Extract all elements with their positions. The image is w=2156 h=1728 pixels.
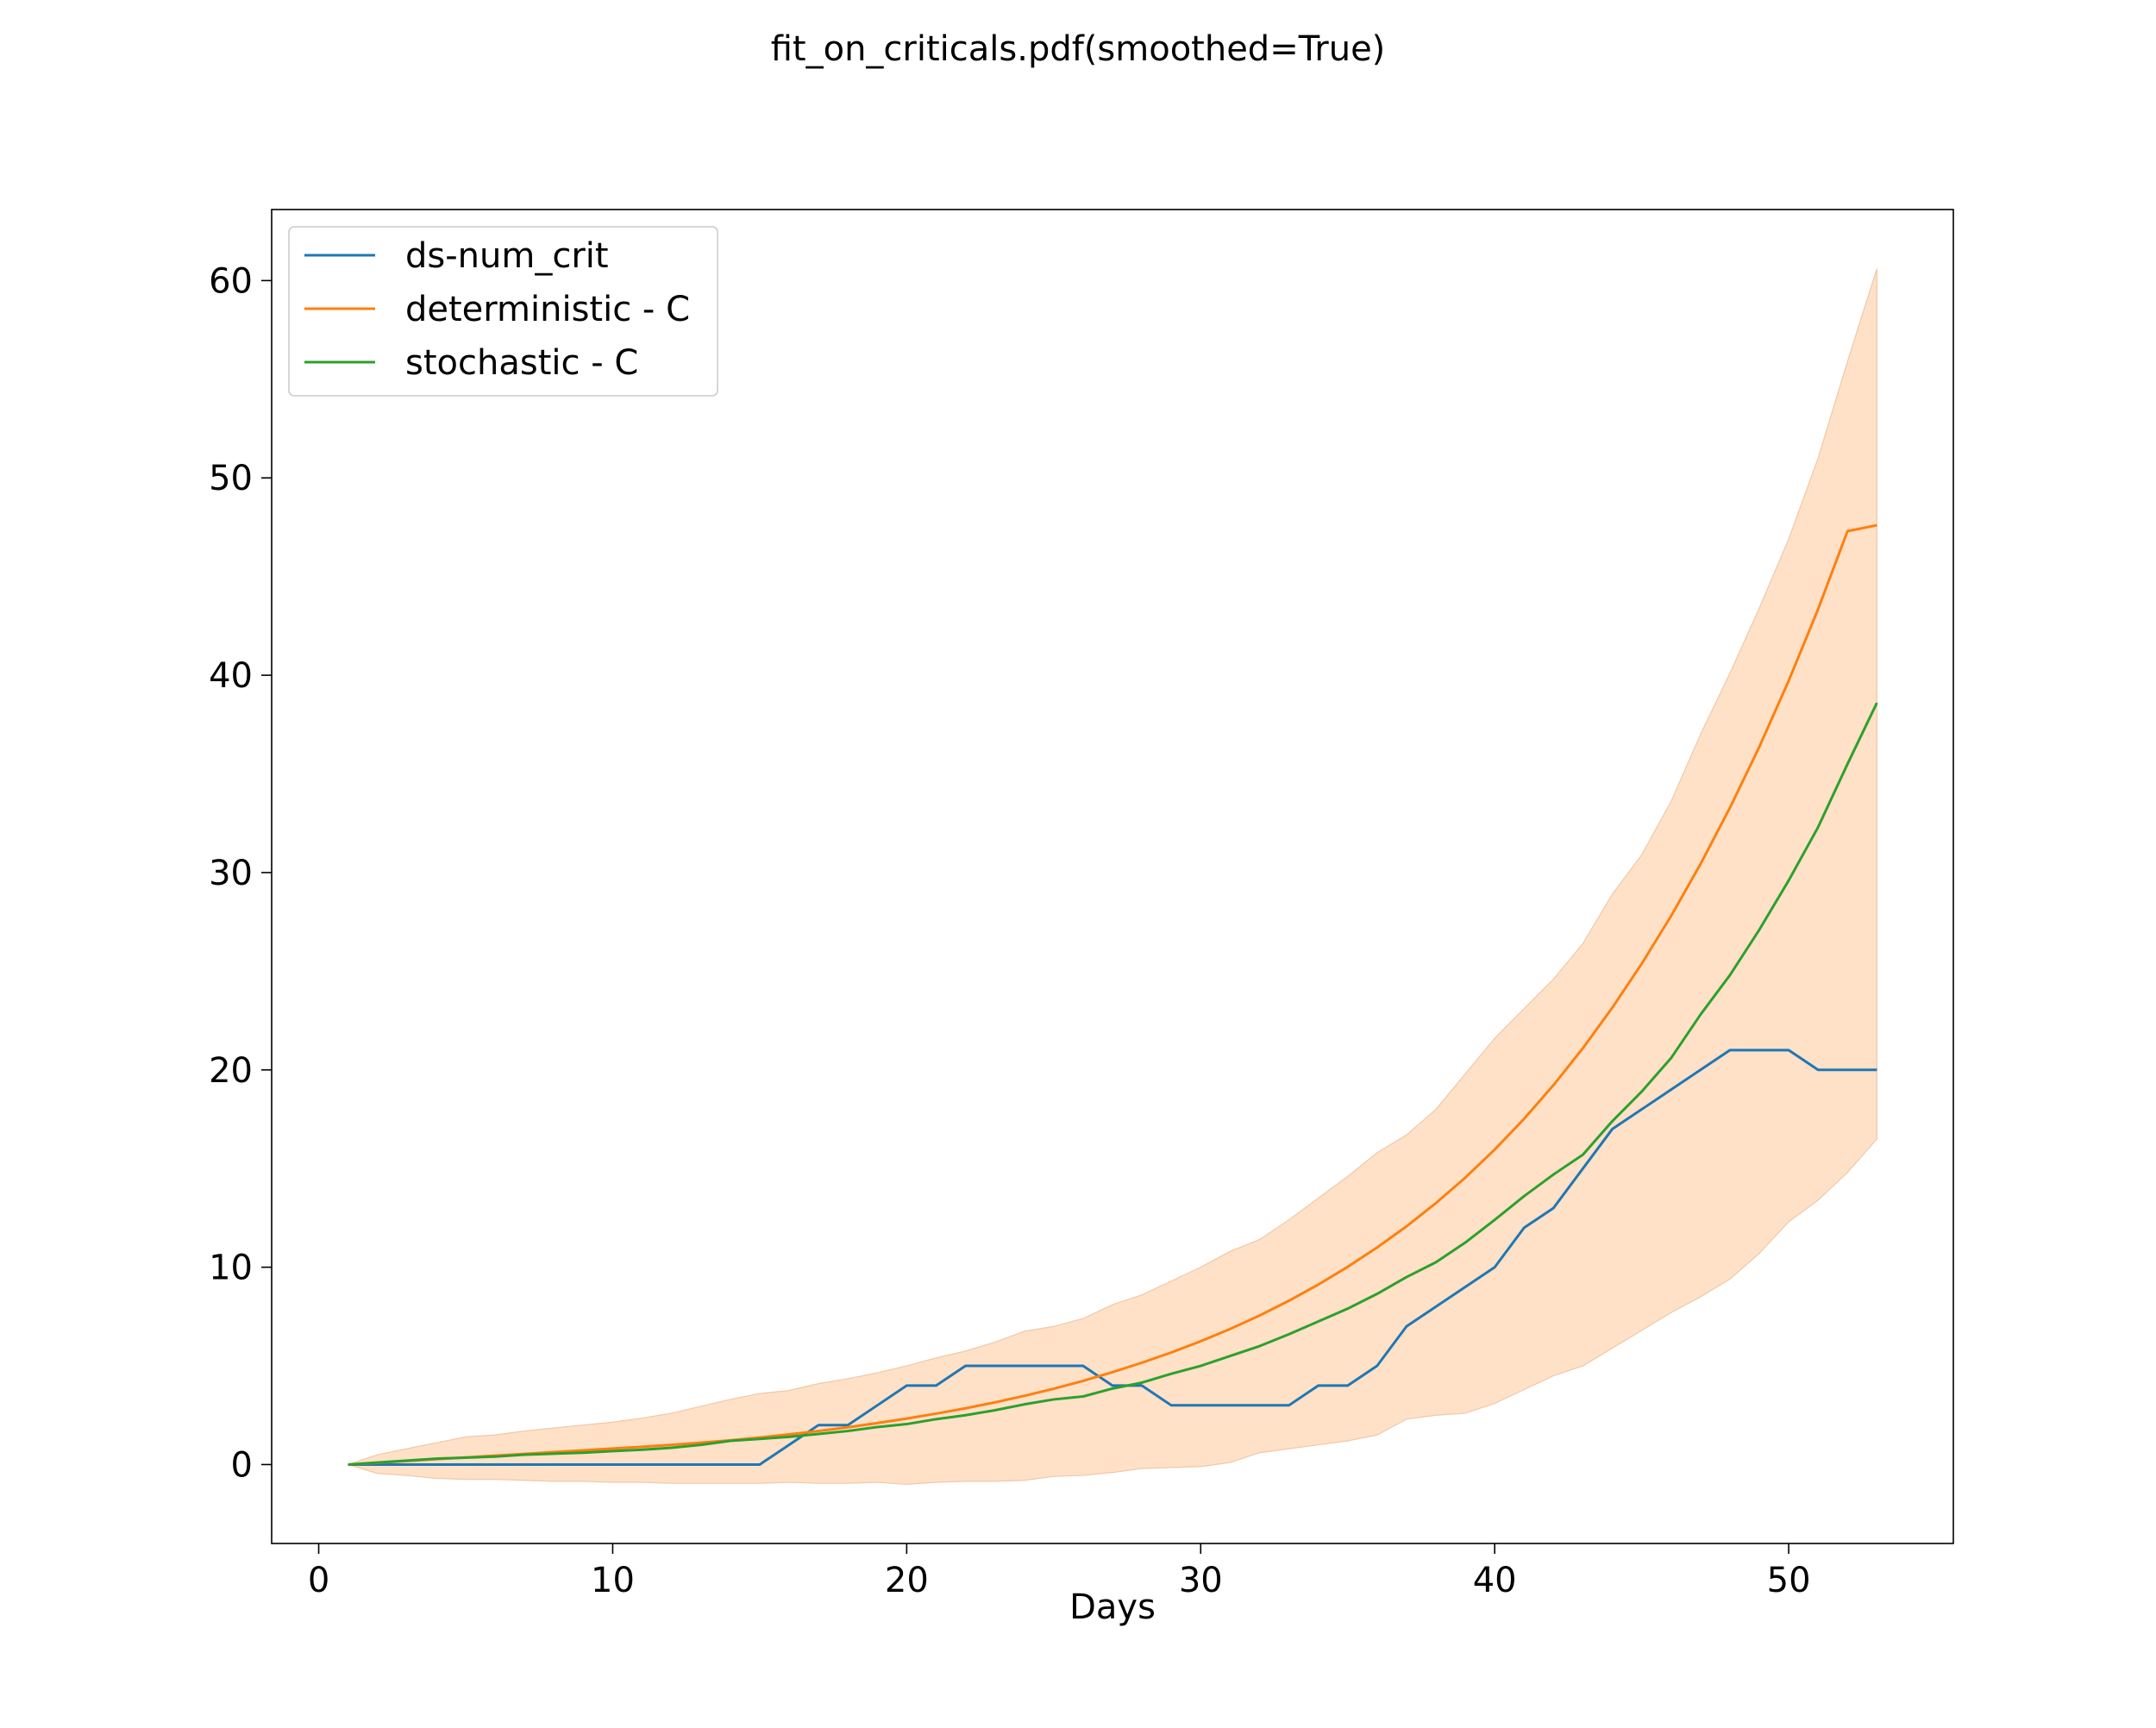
legend-label: stochastic - C: [405, 343, 638, 383]
series-lines-layer: [348, 523, 1878, 1466]
axes-frame: [271, 209, 1954, 1544]
y-tick-label: 20: [209, 1051, 253, 1091]
x-tick-label: 0: [308, 1561, 329, 1600]
x-axis-ticks: 0 10 20 30 40 50: [308, 1543, 1811, 1600]
legend-entries: ds-num_crit deterministic - C stochastic -…: [304, 236, 690, 383]
legend-label: ds-num_crit: [405, 236, 609, 276]
y-tick-label: 10: [209, 1249, 253, 1288]
y-tick-label: 50: [209, 459, 253, 498]
legend: ds-num_crit deterministic - C stochastic -…: [288, 226, 718, 397]
series-line-1: [348, 1049, 1877, 1466]
y-tick-label: 60: [209, 261, 253, 301]
x-tick-label: 30: [1179, 1561, 1223, 1600]
x-tick-label: 40: [1473, 1561, 1517, 1600]
series-line-3: [348, 702, 1878, 1466]
x-tick-label: 50: [1767, 1561, 1811, 1600]
legend-box: [288, 226, 718, 397]
x-tick-label: 10: [591, 1561, 635, 1600]
y-tick-label: 0: [231, 1445, 253, 1485]
chart-title: fit_on_criticals.pdf(smoothed=True): [771, 29, 1386, 69]
legend-label: deterministic - C: [405, 290, 690, 329]
series-line-2: [348, 523, 1877, 1466]
y-axis-ticks: 0 10 20 30 40 50 60: [209, 261, 272, 1485]
y-tick-label: 40: [209, 656, 253, 696]
y-tick-label: 30: [209, 854, 253, 893]
x-axis-label: Days: [1069, 1587, 1156, 1627]
plot-area: 0 10 20 30 40 50 0 10 20 30 40 50 60: [209, 209, 1954, 1600]
x-tick-label: 20: [885, 1561, 929, 1600]
